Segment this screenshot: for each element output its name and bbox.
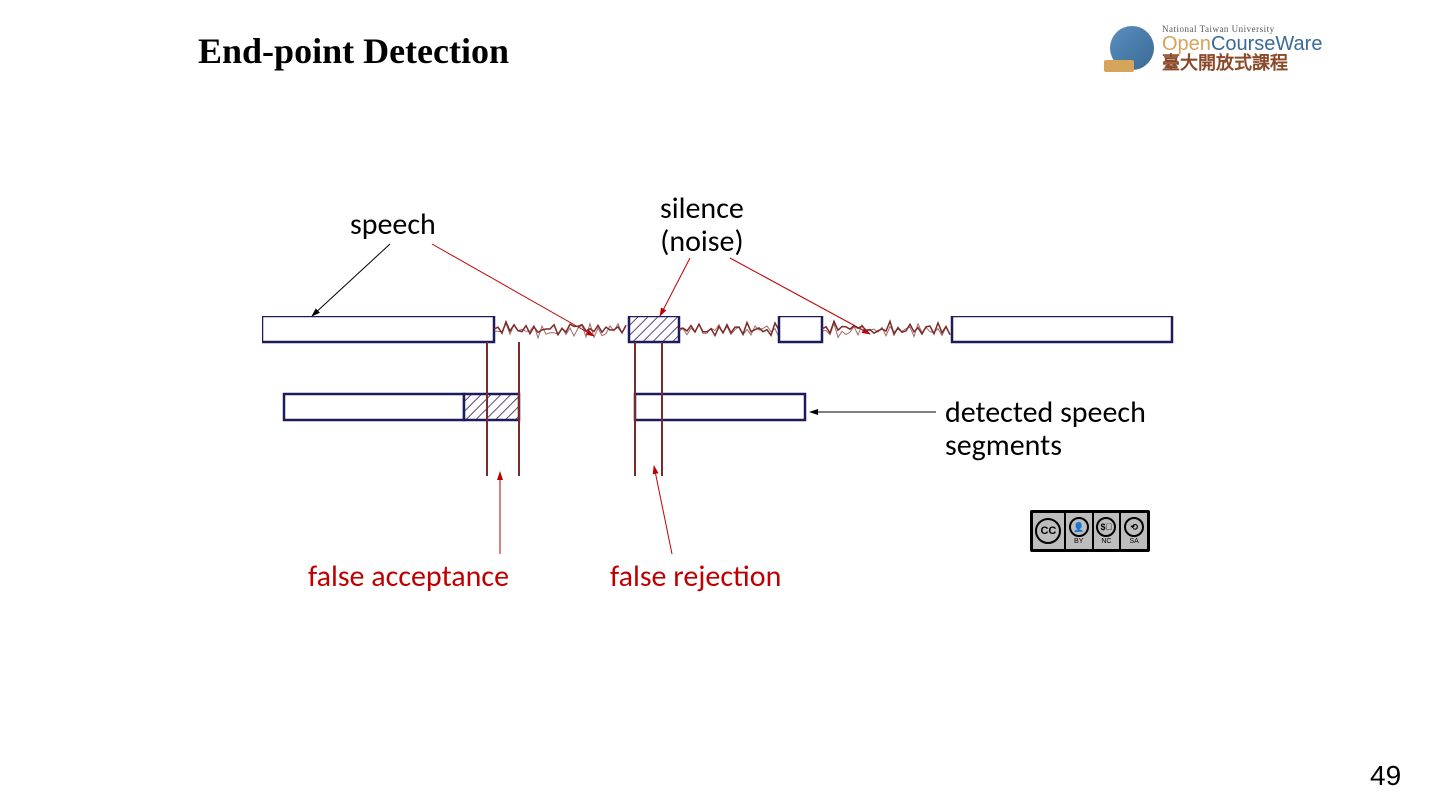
arrow-silence-a xyxy=(660,258,690,316)
arrow-speech xyxy=(312,244,390,316)
endpoint-diagram xyxy=(262,316,1182,496)
logo-ocw: OpenCourseWare xyxy=(1162,34,1322,54)
label-speech: speech xyxy=(350,206,436,243)
logo-cjk: 臺大開放式課程 xyxy=(1162,54,1322,72)
page-number: 49 xyxy=(1370,760,1401,792)
by-icon: 👤BY xyxy=(1066,513,1092,549)
cc-icon: CC xyxy=(1033,513,1064,549)
label-false-rejection: false rejection xyxy=(610,558,781,595)
label-silence: silence (noise) xyxy=(660,192,744,258)
cc-license-badge: CC 👤BY $⃠NC ⟲SA xyxy=(1030,510,1150,552)
globe-icon xyxy=(1110,26,1154,70)
sa-icon: ⟲SA xyxy=(1121,513,1147,549)
slide-title: End-point Detection xyxy=(198,30,509,72)
ocw-logo: National Taiwan University OpenCourseWar… xyxy=(1110,18,1410,78)
nc-icon: $⃠NC xyxy=(1094,513,1120,549)
label-false-acceptance: false acceptance xyxy=(308,558,509,595)
